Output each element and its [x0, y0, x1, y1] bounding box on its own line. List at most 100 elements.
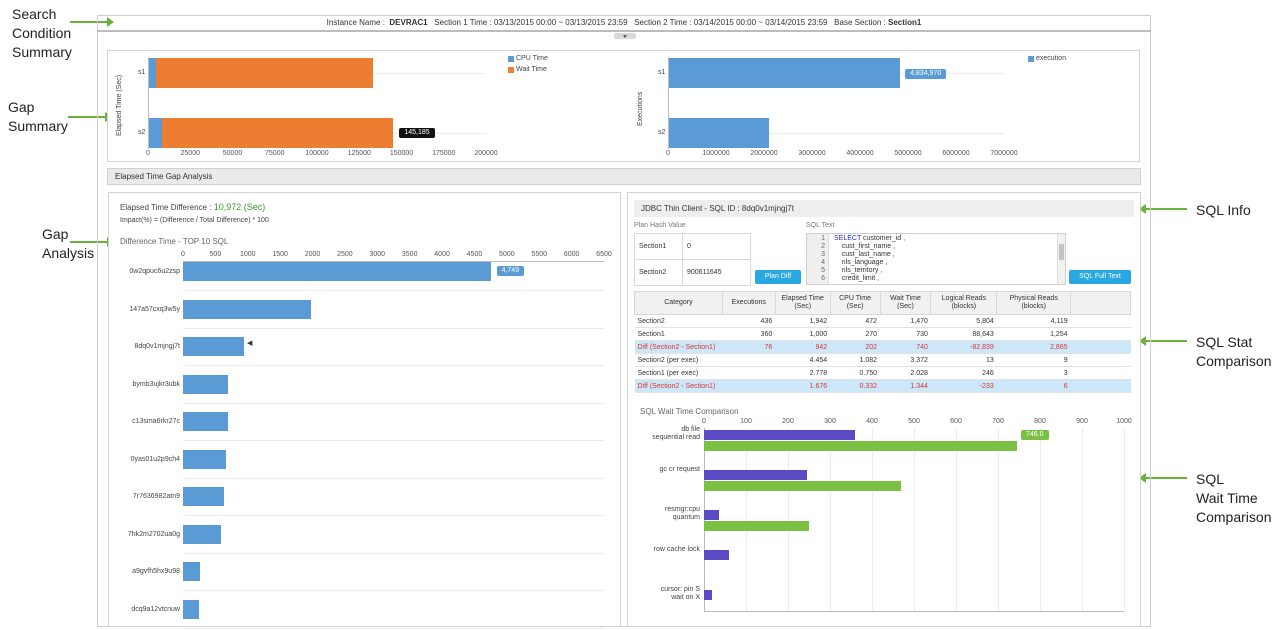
stat-row: Section1 360 1,000 270 730 88,643 1,254 [634, 327, 1131, 341]
sql-keyword: SELECT [834, 235, 862, 242]
line-gutter [807, 234, 829, 284]
stat-cell: 1.082 [830, 353, 881, 367]
grid-line [1040, 428, 1041, 611]
cpu-time-bar [148, 58, 157, 88]
stat-cell: 730 [880, 327, 931, 341]
elapsed-axis-label: Elapsed Time (Sec) [116, 74, 123, 136]
elapsed-data-label: 145,185 [399, 128, 435, 138]
diff-time-bar[interactable] [183, 374, 229, 394]
sql-id-label[interactable]: 8dq0v1mjngj7t [134, 343, 180, 350]
stat-cell: 88,643 [930, 327, 997, 341]
diff-time-bar[interactable] [183, 524, 221, 544]
stat-cell: 4,119 [996, 314, 1071, 328]
elapsed-diff-text: Elapsed Time Difference : [120, 203, 212, 212]
section1-wait-bar [704, 590, 713, 600]
stat-cell: 6 [996, 379, 1071, 393]
grid-line [830, 428, 831, 611]
legend-wait: Wait Time [516, 66, 547, 73]
stat-column-header[interactable] [1070, 291, 1131, 315]
category-label: s2 [658, 129, 666, 136]
diff-time-bar[interactable] [183, 599, 199, 619]
x-tick-label: 0 [666, 150, 670, 157]
stat-cell [1070, 340, 1131, 354]
grid-line [914, 428, 915, 611]
stat-cell: 436 [722, 314, 776, 328]
grid-line [183, 515, 604, 516]
sql-id-label[interactable]: bymb3ujkr3ubk [132, 380, 180, 388]
stat-column-header[interactable]: CPU Time (Sec) [829, 291, 881, 315]
sql-id-label[interactable]: 0yas01u2p9ch4 [130, 455, 180, 463]
legend-exec: execution [1036, 55, 1066, 62]
grid-line [183, 590, 604, 591]
x-tick-label: 100 [740, 418, 752, 425]
plan-hash-row: Section2 900611645 [634, 259, 751, 286]
diff-time-bar[interactable] [183, 449, 226, 469]
plan-hash-value: 900611645 [682, 259, 751, 286]
sql-text-title: SQL Text [806, 222, 835, 229]
grid-line [998, 428, 999, 611]
section2-time: Section 2 Time : 03/14/2015 00:00 ~ 03/1… [634, 18, 828, 27]
stat-cell: Section2 (per exec) [634, 353, 723, 367]
stat-column-header[interactable]: Logical Reads (blocks) [930, 291, 998, 315]
diff-time-bar[interactable] [183, 337, 244, 356]
sql-id-label[interactable]: 0w2qpuc6u2zsp [129, 268, 180, 275]
legend-swatch-wait [508, 67, 514, 73]
editor-scrollbar[interactable] [1057, 234, 1065, 284]
x-tick-label: 300 [824, 418, 836, 425]
grid-line [183, 627, 604, 629]
sql-id-label[interactable]: 7r7636982atn9 [132, 493, 180, 500]
sql-id-label[interactable]: c13sma6rkr27c [132, 418, 180, 425]
axis-line [668, 57, 669, 149]
stat-cell: 1,470 [880, 314, 931, 328]
sql-stat-table: Category Executions Elapsed Time (Sec) CPU … [634, 291, 1131, 393]
elapsed-diff-value: 10,972 (Sec) [213, 202, 266, 212]
stat-cell: 2.778 [775, 366, 831, 380]
sql-id-label[interactable]: a9gvfh5hx9u98 [132, 568, 180, 575]
stat-column-header[interactable]: Executions [721, 291, 776, 315]
sql-info-header-text: JDBC Thin Client - SQL ID : 8dq0v1mjngj7… [641, 204, 794, 213]
plan-diff-button[interactable]: Plan Diff [755, 270, 801, 284]
sql-text-editor[interactable]: 1 SELECT customer_id , 2 cust_first_name ,… [806, 233, 1066, 285]
stat-row: Diff (Section2 - Section1) 76 942 202 740 -82… [634, 340, 1131, 354]
diff-time-bar[interactable] [183, 412, 228, 431]
elapsed-diff-label: Elapsed Time Difference : 10,972 (Sec) [120, 202, 265, 212]
stat-cell: 3 [996, 366, 1071, 380]
sql-id-label[interactable]: 147a57cxq3w5y [129, 305, 180, 313]
grid-line [956, 428, 957, 611]
stat-cell: Diff (Section2 - Section1) [634, 379, 723, 393]
diff-time-bar[interactable] [183, 262, 491, 281]
section1-wait-bar [704, 510, 719, 520]
stat-column-header[interactable]: Physical Reads (blocks) [996, 291, 1072, 315]
stat-column-header[interactable]: Elapsed Time (Sec) [774, 291, 831, 315]
diff-time-bar[interactable] [183, 562, 200, 581]
x-tick-label: 0 [146, 150, 150, 157]
sql-full-text-button[interactable]: SQL Full Text [1069, 270, 1131, 284]
stat-column-header[interactable]: Category [634, 291, 723, 315]
instance-value: DEVRAC1 [389, 18, 428, 27]
x-tick-label: 400 [866, 418, 878, 425]
wait-event-label: wait on X [671, 594, 700, 601]
grid-line [788, 428, 789, 611]
grid-line [183, 552, 604, 554]
callout-arrow-sql-wait [1139, 473, 1187, 483]
stat-cell: 740 [880, 340, 931, 354]
stat-cell: Section2 [634, 314, 723, 328]
plan-hash-section: Section2 [634, 259, 683, 286]
diff-time-bar[interactable] [183, 487, 224, 506]
collapse-toggle-button[interactable] [614, 33, 636, 39]
x-tick-label: 175000 [432, 150, 456, 157]
sql-id-label[interactable]: dcq9a12vtcnuw [131, 605, 180, 613]
plan-hash-row: Section1 0 [634, 233, 751, 260]
x-tick-label: 3000 [369, 251, 386, 258]
x-tick-label: 3500 [401, 251, 418, 258]
section-title-bar: Elapsed Time Gap Analysis [107, 168, 1141, 185]
sql-line: SELECT customer_id , [834, 235, 906, 242]
diff-time-bar[interactable] [183, 299, 311, 319]
callout-sql-wait: SQL Wait Time Comparison [1196, 471, 1272, 525]
sql-id-label[interactable]: 7hk2m2702ua0g [127, 530, 180, 538]
grid-line [1124, 428, 1125, 611]
stat-column-header[interactable]: Wait Time (Sec) [879, 291, 932, 315]
grid-line [1082, 428, 1083, 611]
stat-cell [1070, 314, 1131, 328]
stat-cell [1070, 366, 1131, 380]
